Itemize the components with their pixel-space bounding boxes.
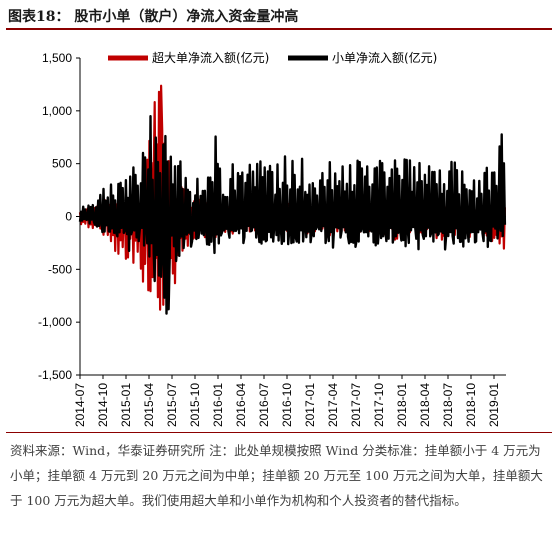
x-tick-label: 2015-01 (119, 383, 133, 427)
x-tick-label: 2017-07 (349, 383, 363, 427)
x-tick-label: 2014-07 (73, 383, 87, 427)
legend-label-1: 超大单净流入额(亿元) (152, 50, 269, 65)
y-tick-label: -1,000 (38, 315, 72, 329)
x-tick-label: 2016-07 (257, 383, 271, 427)
x-tick-label: 2017-04 (326, 383, 340, 427)
x-tick-label: 2019-01 (487, 383, 501, 427)
y-tick-label: 500 (52, 157, 72, 171)
x-tick-label: 2018-07 (441, 383, 455, 427)
x-tick-label: 2016-04 (234, 383, 248, 427)
legend: 超大单净流入额(亿元) 小单净流入额(亿元) (108, 50, 437, 65)
series-line-2 (78, 114, 507, 315)
y-tick-label: 0 (65, 210, 72, 224)
x-tick-label: 2017-01 (303, 383, 317, 427)
legend-label-2: 小单净流入额(亿元) (332, 50, 437, 65)
y-tick-label: -500 (48, 262, 72, 276)
x-tick-label: 2014-10 (96, 383, 110, 427)
y-tick-label: -1,500 (38, 368, 72, 382)
x-tick-label: 2015-07 (165, 383, 179, 427)
title-rule (6, 28, 552, 30)
x-tick-label: 2018-01 (395, 383, 409, 427)
x-tick-label: 2018-04 (418, 383, 432, 427)
x-tick-label: 2016-01 (211, 383, 225, 427)
x-tick-label: 2017-10 (372, 383, 386, 427)
title-bar: 图表18： 股市小单（散户）净流入资金量冲高 (6, 4, 552, 30)
source-note: 资料来源：Wind，华泰证券研究所 注：此处单规模按照 Wind 分类标准：挂单… (10, 443, 543, 508)
x-tick-label: 2018-10 (464, 383, 478, 427)
chart: 超大单净流入额(亿元) 小单净流入额(亿元) -1,500 -1,000 -500 0 5… (38, 50, 507, 427)
x-tick-label: 2016-10 (280, 383, 294, 427)
y-tick-label: 1,500 (42, 51, 72, 65)
x-tick-label: 2015-04 (142, 383, 156, 427)
y-tick-label: 1,000 (42, 104, 72, 118)
source-rule (6, 432, 552, 433)
axes-layer: -1,500 -1,000 -500 0 500 1,000 1,500 2014-07 201… (38, 51, 506, 427)
series-layer (78, 84, 507, 315)
x-tick-label: 2015-10 (188, 383, 202, 427)
figure-title: 图表18： 股市小单（散户）净流入资金量冲高 (8, 9, 299, 25)
